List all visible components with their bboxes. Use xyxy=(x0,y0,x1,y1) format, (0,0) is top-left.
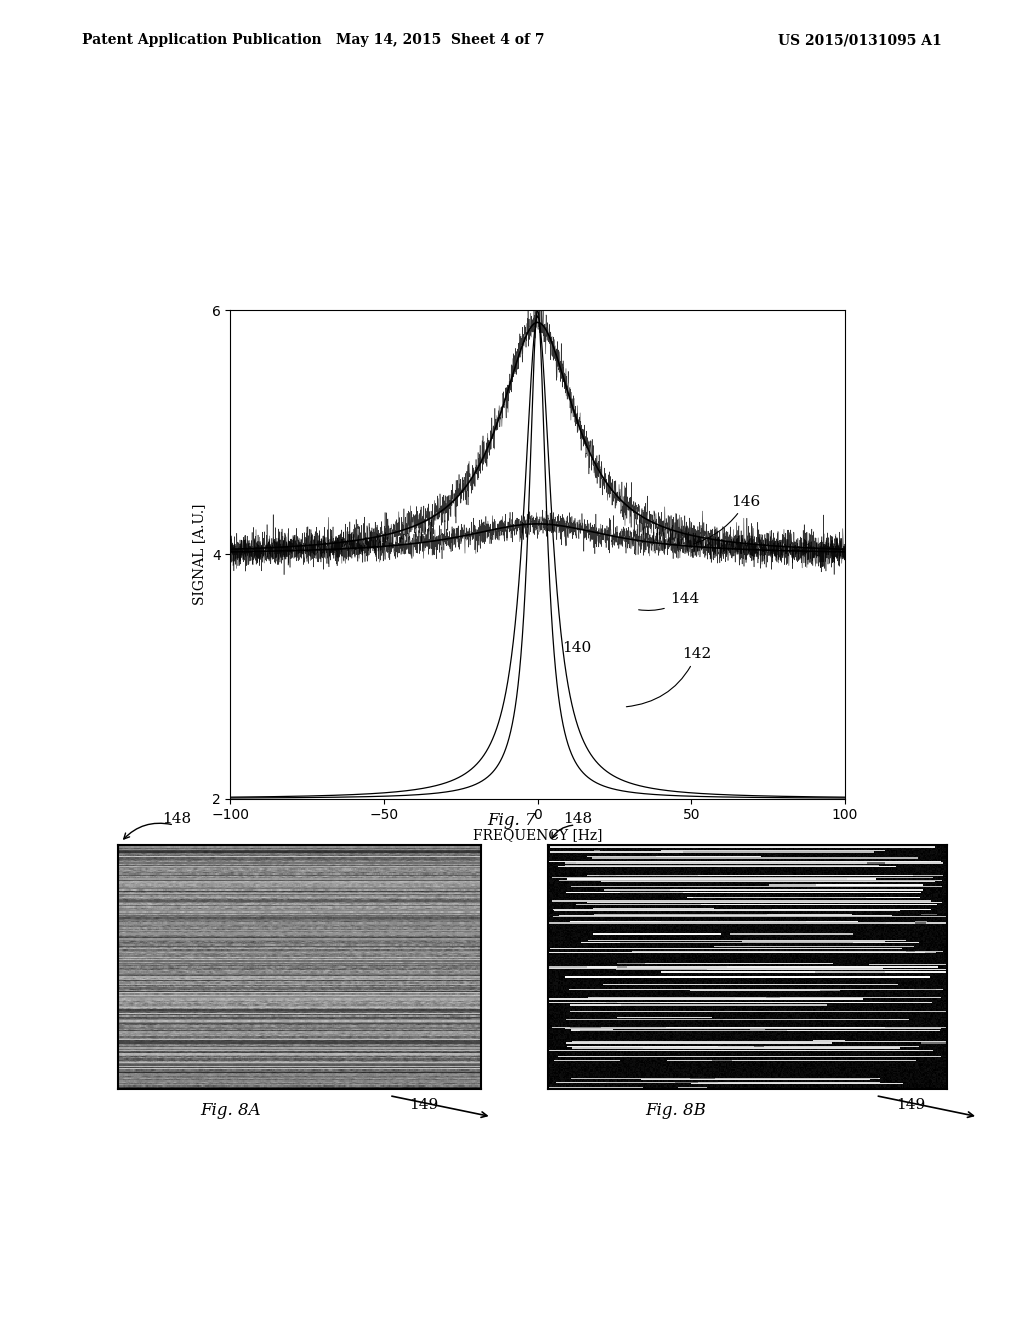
Y-axis label: SIGNAL [A.U.]: SIGNAL [A.U.] xyxy=(193,504,206,605)
Text: Fig. 7: Fig. 7 xyxy=(487,812,537,829)
Text: 144: 144 xyxy=(639,593,699,610)
Text: 142: 142 xyxy=(627,647,712,706)
Text: 149: 149 xyxy=(896,1098,926,1113)
Text: Fig. 8B: Fig. 8B xyxy=(645,1102,707,1119)
Text: 140: 140 xyxy=(562,642,592,655)
Text: US 2015/0131095 A1: US 2015/0131095 A1 xyxy=(778,33,942,48)
Text: 146: 146 xyxy=(694,495,761,544)
Text: Fig. 8A: Fig. 8A xyxy=(200,1102,261,1119)
Text: Patent Application Publication: Patent Application Publication xyxy=(82,33,322,48)
Text: May 14, 2015  Sheet 4 of 7: May 14, 2015 Sheet 4 of 7 xyxy=(336,33,545,48)
X-axis label: FREQUENCY [Hz]: FREQUENCY [Hz] xyxy=(473,828,602,842)
Text: 148: 148 xyxy=(162,812,190,826)
Text: 148: 148 xyxy=(563,812,592,826)
Text: 149: 149 xyxy=(410,1098,439,1113)
